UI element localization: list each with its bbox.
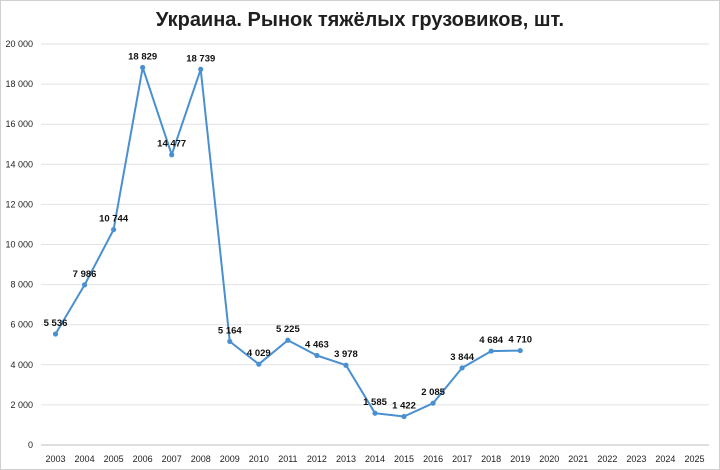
series-points <box>52 64 523 420</box>
x-tick-label: 2007 <box>162 454 182 464</box>
data-label: 7 986 <box>73 269 97 280</box>
x-tick-label: 2024 <box>655 454 675 464</box>
data-labels: 5 536 7 986 10 744 18 829 14 477 18 739 5 164 4… <box>44 51 532 411</box>
x-tick-label: 2012 <box>307 454 327 464</box>
x-tick-label: 2011 <box>278 454 297 464</box>
x-axis-ticks: 2003 2004 2005 2006 2007 2008 2009 2010 2011 2012… <box>46 454 705 464</box>
x-tick-label: 2004 <box>75 454 95 464</box>
x-tick-label: 2016 <box>423 454 443 464</box>
y-tick-label: 10 000 <box>5 240 33 250</box>
x-tick-label: 2015 <box>394 454 414 464</box>
y-tick-label: 2 000 <box>10 400 33 410</box>
y-axis-ticks: 0 2 000 4 000 6 000 8 000 10 000 12 000 14 000 1… <box>5 39 33 450</box>
x-tick-label: 2008 <box>191 454 211 464</box>
data-point <box>314 352 320 359</box>
data-point <box>52 331 59 337</box>
data-label: 1 585 <box>363 397 387 408</box>
data-label: 4 710 <box>508 335 532 346</box>
x-tick-label: 2010 <box>249 454 269 464</box>
x-tick-label: 2020 <box>539 454 559 464</box>
data-label: 5 164 <box>218 325 242 336</box>
y-tick-label: 12 000 <box>5 199 33 209</box>
x-tick-label: 2019 <box>510 454 530 464</box>
data-point <box>81 282 88 288</box>
x-tick-label: 2022 <box>597 454 617 464</box>
series-line <box>54 66 521 418</box>
data-point <box>372 410 378 416</box>
data-label: 4 029 <box>247 348 271 359</box>
data-point <box>285 337 291 343</box>
x-tick-label: 2023 <box>626 454 646 464</box>
x-tick-label: 2006 <box>133 454 153 464</box>
data-point <box>169 152 175 158</box>
x-tick-label: 2009 <box>220 454 240 464</box>
x-tick-label: 2013 <box>336 454 356 464</box>
y-tick-label: 0 <box>28 440 33 450</box>
data-point <box>488 348 494 354</box>
data-point <box>111 226 117 233</box>
data-label: 3 844 <box>450 352 474 363</box>
y-tick-label: 16 000 <box>5 119 33 129</box>
y-tick-label: 18 000 <box>5 79 33 89</box>
y-tick-label: 6 000 <box>10 320 33 330</box>
data-label: 4 684 <box>479 335 503 346</box>
data-point <box>401 413 407 420</box>
data-point <box>459 365 465 371</box>
x-tick-label: 2014 <box>365 454 385 464</box>
series-line-layer <box>54 66 521 418</box>
data-label: 18 829 <box>128 51 157 62</box>
data-label: 5 225 <box>276 324 300 335</box>
chart-title: Украина. Рынок тяжёлых грузовиков, шт. <box>155 9 565 31</box>
data-point <box>198 66 204 72</box>
x-tick-label: 2018 <box>481 454 501 464</box>
data-label: 18 739 <box>186 53 215 64</box>
data-label: 4 463 <box>305 340 329 351</box>
gridlines <box>41 43 709 446</box>
x-tick-label: 2025 <box>684 454 704 464</box>
y-tick-label: 8 000 <box>10 280 33 290</box>
data-point <box>517 347 523 354</box>
data-point <box>256 361 262 367</box>
y-tick-label: 20 000 <box>5 39 33 49</box>
data-label: 2 085 <box>421 387 445 398</box>
y-tick-label: 4 000 <box>10 360 33 370</box>
x-tick-label: 2005 <box>104 454 124 464</box>
data-point <box>140 64 146 71</box>
data-label: 14 477 <box>157 139 186 150</box>
data-label: 10 744 <box>99 214 129 225</box>
x-tick-label: 2003 <box>46 454 66 464</box>
data-label: 5 536 <box>44 318 68 329</box>
data-point <box>343 362 349 368</box>
data-label: 1 422 <box>392 400 416 411</box>
data-label: 3 978 <box>334 349 358 360</box>
x-tick-label: 2017 <box>452 454 472 464</box>
data-point <box>430 400 436 406</box>
x-tick-label: 2021 <box>568 454 588 464</box>
data-point <box>227 338 233 345</box>
y-tick-label: 14 000 <box>5 159 33 169</box>
